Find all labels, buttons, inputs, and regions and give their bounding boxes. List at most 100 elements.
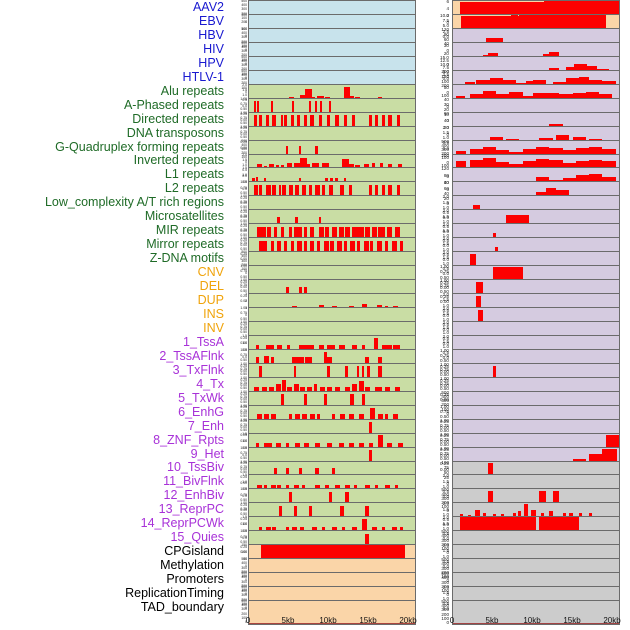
y-tick-group: 10.0 7.5 5.0 2.5 0.0 (428, 13, 449, 39)
track-bar (315, 100, 318, 122)
y-tick-label: 400 (241, 142, 247, 147)
track-bar (328, 100, 331, 122)
track-bar (257, 227, 263, 248)
y-tick-label: 200 (441, 82, 449, 88)
y-tick-label: 40 (443, 96, 449, 102)
y-tick-label: 0.0 (442, 564, 449, 570)
y-tick-label: 0.50 (240, 330, 247, 335)
y-tick-label: 0.75 (440, 422, 449, 428)
y-tick-label: 0.75 (240, 534, 247, 539)
y-tick-label: 20 (443, 51, 449, 57)
y-tick-label: 1.0 (242, 163, 247, 167)
y-tick-label: 0.5 (442, 238, 449, 244)
y-tick-label: 0.50 (240, 232, 247, 237)
track-label-2-tssaflnk: 2_TssAFlnk (159, 348, 224, 363)
y-tick-label: 0 (245, 606, 247, 611)
y-tick-label: 1.00 (240, 529, 247, 534)
y-tick-label: 0.25 (240, 335, 247, 340)
x-tick-label: 5kb (485, 616, 499, 625)
y-tick-label: 0.50 (440, 456, 449, 462)
y-tick-label: 0.25 (240, 196, 247, 201)
track-bar (378, 366, 382, 387)
y-tick-label: 0.50 (240, 218, 247, 223)
y-tick-label: 0.25 (440, 363, 449, 369)
track-bar (492, 365, 497, 387)
y-tick-label: 200 (241, 53, 247, 58)
y-tick-label: 10.0 (440, 61, 449, 67)
y-tick-group: 500 400 300 200 100 0 (226, 250, 247, 276)
y-tick-label: 0.0 (442, 271, 449, 277)
local-density-panel (248, 0, 416, 626)
left-panel-y-axis-column: 500 400 300 200 100 0 300 200 100 0 500 400 300 200 10… (226, 0, 248, 624)
track-bar (370, 240, 374, 262)
track-bar (280, 227, 284, 248)
y-tick-label: 300 (441, 146, 449, 152)
x-tick-label: 0 (245, 616, 251, 625)
track-bar (338, 227, 344, 248)
track-bar (378, 227, 386, 248)
track-bar (388, 115, 392, 136)
y-tick-label: 0.75 (240, 464, 247, 469)
y-tick-group: 2.0 1.5 1.0 0.5 0.0 (428, 544, 449, 569)
track-label-directed-repeats: Directed repeats (132, 111, 224, 126)
y-tick-label: 1.5 (442, 311, 449, 317)
track-bar (265, 185, 271, 206)
y-tick-label: 0.50 (440, 372, 449, 378)
y-tick-group: 1.00 0.75 0.50 0.25 0.00 (226, 236, 247, 262)
track-bar (328, 491, 332, 513)
y-tick-label: 0.00 (240, 508, 247, 513)
track-bar (524, 504, 528, 527)
y-tick-label: 0 (446, 159, 449, 165)
track-bar (280, 394, 284, 415)
y-tick-label: 0 (245, 89, 247, 94)
y-tick-label: 0 (446, 187, 449, 193)
y-tick-group: 500 400 300 200 100 0 (428, 530, 449, 555)
y-tick-label: 300 (441, 495, 449, 501)
y-tick-label: 400 (241, 575, 247, 580)
track-bar (253, 185, 259, 206)
y-tick-label: 100 (441, 546, 449, 552)
y-tick-label: 100 (441, 573, 449, 579)
y-tick-label: 0.75 (240, 199, 247, 204)
y-tick-group: 1.00 0.75 0.50 0.25 0.00 (226, 125, 247, 151)
y-tick-label: 40 (443, 117, 449, 123)
track-bar (303, 240, 308, 262)
y-tick-label: 0 (446, 410, 449, 416)
y-tick-label: 1.00 (440, 403, 449, 409)
y-tick-label: 0.75 (240, 353, 247, 358)
y-tick-label: 60 (443, 110, 449, 116)
track-bar (302, 185, 307, 206)
y-tick-group: 1.00 0.75 0.50 0.25 0.00 (226, 111, 247, 137)
x-tick-label: 5kb (281, 616, 295, 625)
y-tick-label: 0 (245, 578, 247, 583)
y-tick-label: 0.75 (440, 269, 449, 275)
y-tick-label: 1.00 (240, 403, 247, 408)
track-bar (476, 295, 482, 318)
track-bar (290, 240, 294, 262)
y-tick-label: 1.00 (240, 487, 247, 492)
y-tick-label: 20 (443, 107, 449, 113)
y-tick-label: 0.25 (240, 475, 247, 480)
track-bar (317, 240, 321, 262)
y-tick-label: 0.75 (240, 381, 247, 386)
y-tick-label: 100 (241, 71, 247, 76)
track-bar (388, 185, 392, 206)
y-tick-label: 75 (443, 464, 449, 470)
y-tick-label: 400 (441, 603, 449, 609)
y-tick-label: 0.5 (242, 347, 247, 352)
y-tick-group: 500 400 300 200 100 0 (428, 139, 449, 165)
y-tick-label: 0.25 (240, 377, 247, 382)
track-label-mirror-repeats: Mirror repeats (146, 237, 224, 252)
y-tick-label: 500 (241, 26, 247, 31)
y-tick-group: 120 80 40 0 (428, 167, 449, 192)
y-tick-label: 1.00 (240, 222, 247, 227)
y-tick-label: 0.00 (240, 285, 247, 290)
track-bar (315, 185, 320, 206)
y-tick-label: 100 (241, 155, 247, 160)
y-tick-label: 0.25 (240, 126, 247, 131)
y-tick-label: 200 (441, 611, 449, 617)
y-tick-label: 40 (443, 190, 449, 196)
track-bar (288, 227, 293, 248)
y-tick-group: 500 400 300 200 100 0 (226, 571, 247, 597)
y-tick-label: 0.0 (442, 606, 449, 612)
